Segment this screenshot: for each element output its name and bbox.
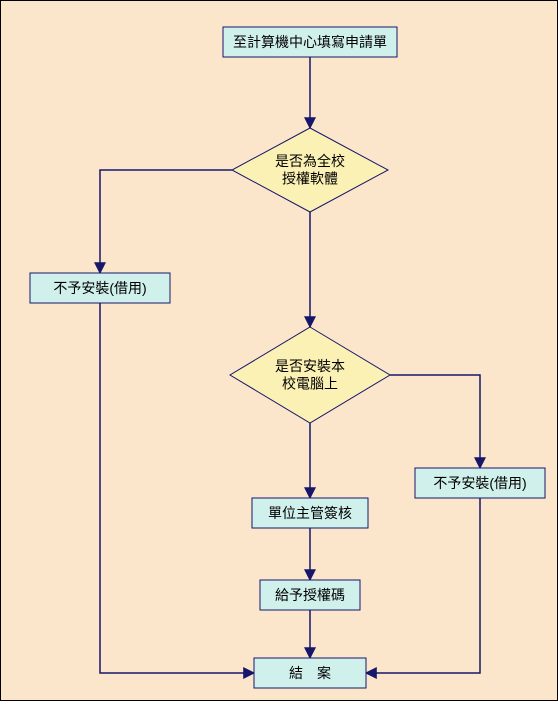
node-end: 結 案	[254, 658, 366, 688]
node-rejA-label: 不予安裝(借用)	[53, 280, 146, 296]
node-sign: 單位主管簽核	[252, 498, 368, 528]
flowchart-canvas: 至計算機中心填寫申請單是否為全校授權軟體不予安裝(借用)是否安裝本校電腦上不予安…	[0, 0, 558, 701]
node-code: 給予授權碼	[260, 580, 360, 610]
node-start-label: 至計算機中心填寫申請單	[233, 34, 387, 50]
node-sign-label: 單位主管簽核	[268, 505, 352, 521]
node-end-label: 結 案	[289, 665, 331, 681]
node-d1-label: 是否為全校授權軟體	[275, 153, 345, 187]
node-code-label: 給予授權碼	[275, 587, 345, 603]
node-d2-label: 是否安裝本校電腦上	[275, 358, 345, 392]
node-rejB-label: 不予安裝(借用)	[433, 475, 526, 491]
node-rejB: 不予安裝(借用)	[415, 468, 545, 498]
node-rejA: 不予安裝(借用)	[30, 273, 170, 303]
node-start: 至計算機中心填寫申請單	[223, 27, 397, 57]
